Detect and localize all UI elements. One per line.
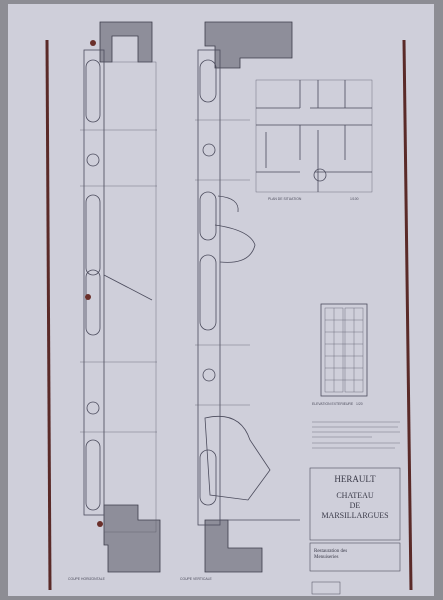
line-work [325,308,363,392]
notes [312,421,400,449]
line-work [199,191,217,241]
line-work [197,49,221,526]
line-work [97,521,103,527]
plan-scale: 1/100 [350,197,359,201]
line-work [85,294,91,300]
subject: Menuiseries [314,555,338,560]
department: HERAULT [334,474,376,484]
section-label: COUPE HORIZONTALE [68,577,106,581]
line-work [85,439,101,511]
paper [8,4,434,596]
building: CHATEAU [336,491,374,500]
line-work [312,421,400,449]
elevation [320,303,368,397]
line-work [103,274,153,301]
horizontal-section [80,21,161,573]
line-work [217,195,239,213]
margin-line [402,39,413,591]
building: DE [350,501,361,510]
line-work [103,61,157,533]
subject-frame [309,542,401,572]
line-work [85,194,101,276]
line-work [199,59,217,103]
section-label: COUPE VERTICALE [180,577,213,581]
title-frame [309,467,401,541]
line-work [85,269,101,336]
line-work [103,504,161,573]
building: MARSILLARGUES [321,511,388,520]
stamp [311,581,341,595]
line-work [85,59,101,123]
line-work [86,401,100,415]
site-plan [255,79,373,193]
line-work [204,415,271,501]
subject: Restauration des [314,549,347,554]
line-work [199,449,217,506]
line-work [313,168,327,182]
line-work [202,368,216,382]
line-work [256,80,372,192]
line-work [86,153,100,167]
line-work [202,143,216,157]
plan-label: PLAN DE SITUATION [268,197,302,201]
line-work [90,40,96,46]
elevation-label: ELEVATION EXTERIEURE [312,402,354,406]
vertical-section [195,21,300,573]
margin-line [45,39,52,591]
elevation-scale: 1/20 [356,402,363,406]
line-work [199,254,217,331]
line-work [214,224,256,263]
line-work [320,303,368,397]
line-work [255,79,373,193]
line-work [204,21,293,69]
